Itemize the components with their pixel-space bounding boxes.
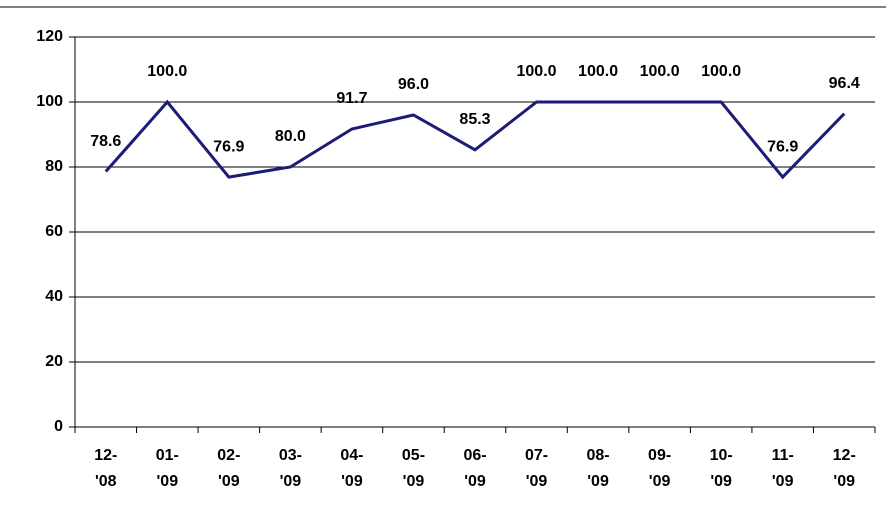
x-tick-label: 02- '09 <box>217 447 241 490</box>
x-tick-label: 05- '09 <box>401 447 426 490</box>
data-label: 100.0 <box>640 63 680 80</box>
x-tick-label: 12- '08 <box>94 447 118 490</box>
data-label: 76.9 <box>767 138 798 155</box>
data-label: 100.0 <box>578 63 618 80</box>
y-tick-label: 80 <box>45 158 63 175</box>
x-tick-label: 10- '09 <box>709 447 733 490</box>
data-label: 76.9 <box>213 138 244 155</box>
data-label: 100.0 <box>517 63 557 80</box>
x-tick-label: 03- '09 <box>278 447 302 490</box>
data-label: 96.0 <box>398 76 429 93</box>
y-tick-label: 20 <box>45 353 63 370</box>
x-tick-label: 09- '09 <box>648 447 672 490</box>
data-label: 100.0 <box>701 63 741 80</box>
x-tick-label: 11- '09 <box>771 447 794 490</box>
x-tick-label: 12- '09 <box>832 447 856 490</box>
x-tick-label: 07- '09 <box>524 447 549 490</box>
data-label: 100.0 <box>147 63 187 80</box>
data-label: 91.7 <box>336 90 367 107</box>
y-tick-label: 0 <box>54 418 63 435</box>
y-tick-label: 40 <box>45 288 63 305</box>
data-label: 96.4 <box>829 75 860 92</box>
line <box>104 99 846 180</box>
y-tick-label: 100 <box>36 93 63 110</box>
x-tick-label: 04- '09 <box>340 447 364 490</box>
data-label: 80.0 <box>275 128 306 145</box>
x-tick-label: 06- '09 <box>463 447 487 490</box>
y-tick-label: 60 <box>45 223 63 240</box>
data-label: 78.6 <box>90 133 121 150</box>
x-tick-label: 08- '09 <box>586 447 610 490</box>
x-tick-label: 01- '09 <box>155 447 179 490</box>
data-label: 85.3 <box>459 111 490 128</box>
y-tick-label: 120 <box>36 28 63 45</box>
